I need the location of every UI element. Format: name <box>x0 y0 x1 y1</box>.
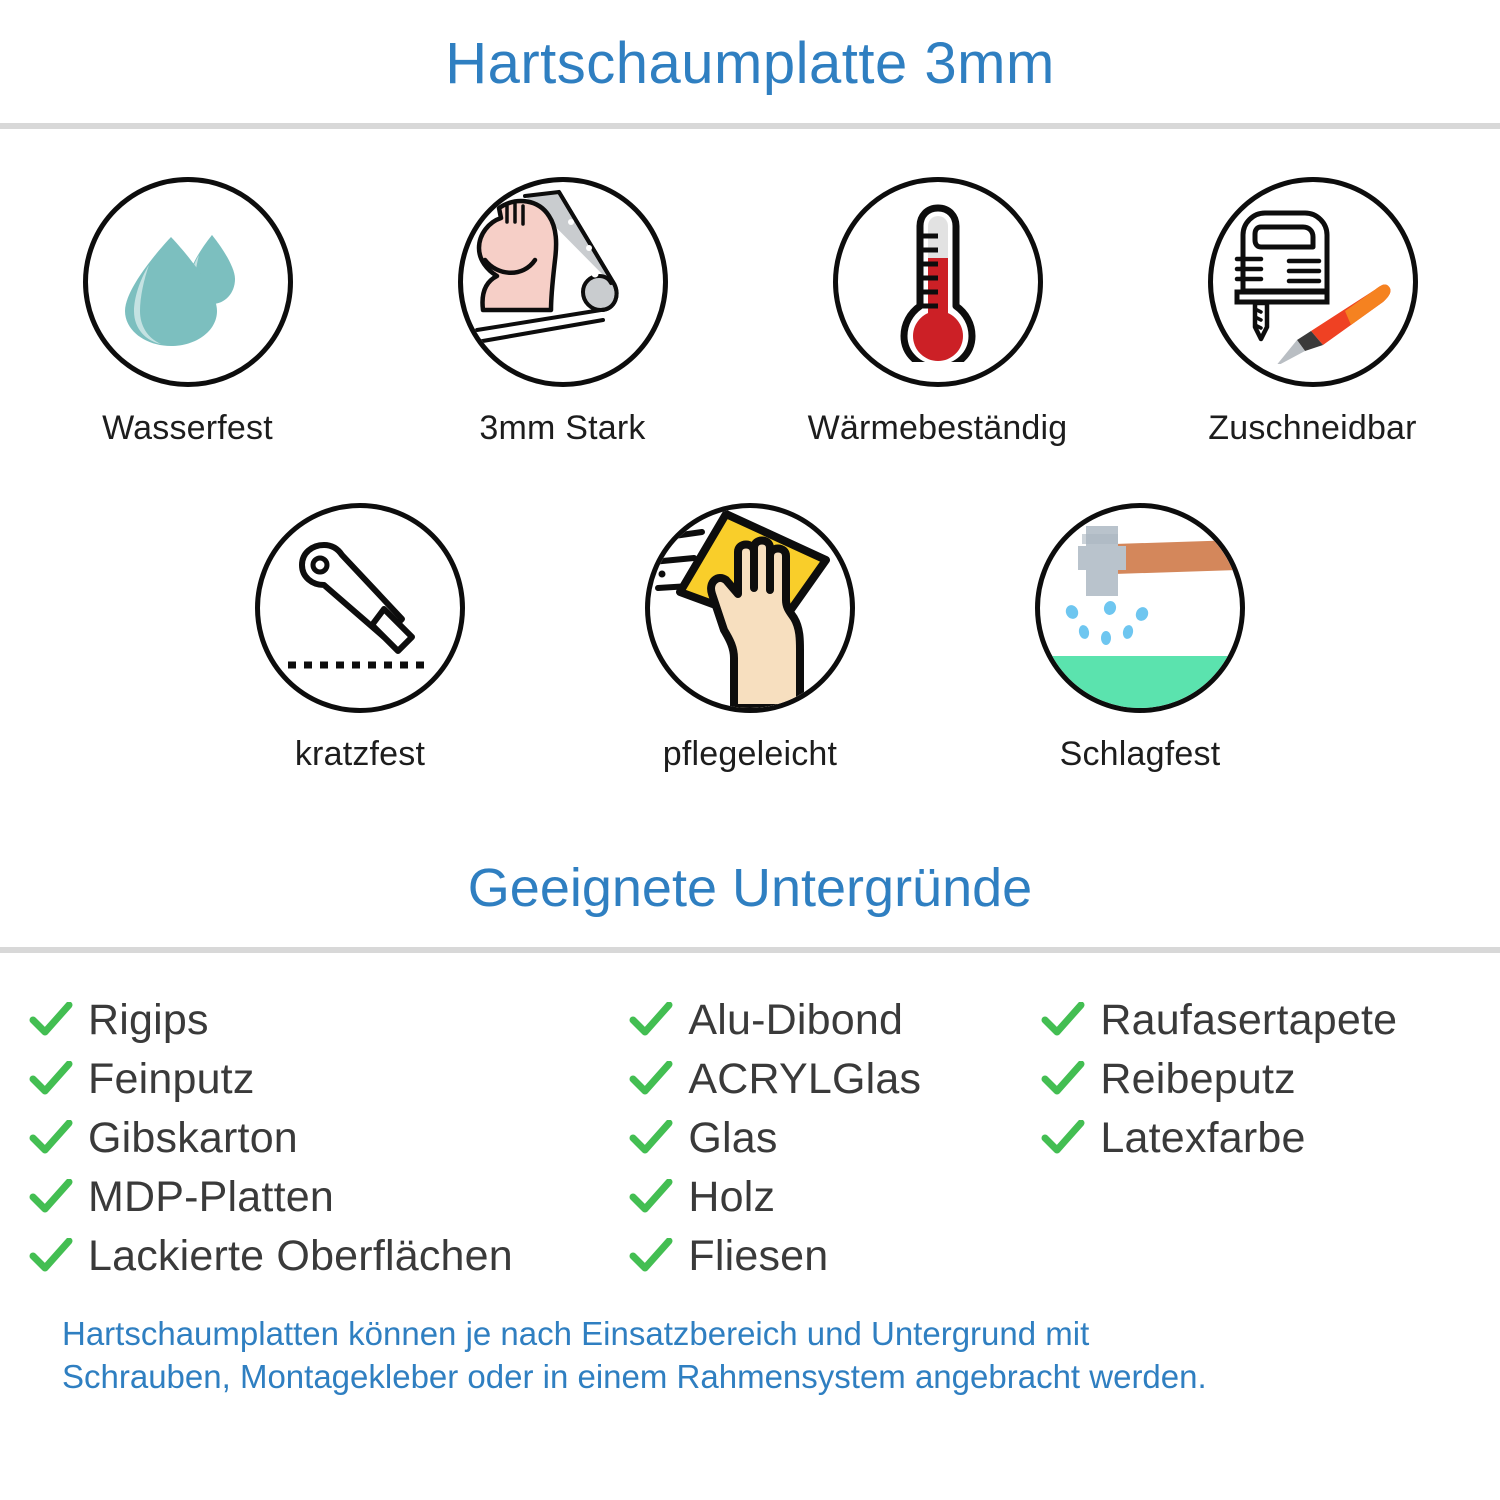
feature-icon-circle <box>645 502 855 713</box>
list-item: Alu-Dibond <box>628 991 1040 1050</box>
check-icon <box>28 1118 74 1158</box>
list-item-label: Lackierte Oberflächen <box>88 1231 513 1280</box>
thermometer-icon <box>895 202 981 362</box>
feature-icon-circle <box>832 176 1043 387</box>
hammer-impact-icon <box>1040 508 1240 708</box>
list-item-label: Glas <box>688 1113 778 1162</box>
check-icon <box>28 1059 74 1099</box>
check-icon <box>628 1059 674 1099</box>
list-item-label: Raufasertapete <box>1100 995 1398 1044</box>
list-item-label: Reibeputz <box>1100 1054 1296 1103</box>
substrates-header: Geeignete Untergründe <box>0 860 1500 917</box>
footer-line-1: Hartschaumplatten können je nach Einsatz… <box>62 1314 1090 1352</box>
list-item: ACRYLGlas <box>628 1050 1040 1109</box>
feature-icon-circle <box>82 176 293 387</box>
check-icon <box>628 1177 674 1217</box>
features-row-1: Wasserfest <box>0 176 1500 448</box>
feature-icon-circle <box>255 502 465 713</box>
header: Hartschaumplatte 3mm <box>0 0 1500 95</box>
list-item-label: Alu-Dibond <box>688 995 904 1044</box>
check-icon <box>1040 1059 1086 1099</box>
list-item-label: Latexfarbe <box>1100 1113 1306 1162</box>
feature-icon-circle <box>1207 176 1418 387</box>
list-item-label: Rigips <box>88 995 209 1044</box>
footer-note: Hartschaumplatten können je nach Einsatz… <box>0 1286 1500 1399</box>
feature-waermebestaendig: Wärmebeständig <box>750 176 1125 448</box>
check-icon <box>28 1000 74 1040</box>
check-icon <box>1040 1118 1086 1158</box>
check-icon <box>628 1118 674 1158</box>
feature-pflegeleicht: pflegeleicht <box>555 502 945 774</box>
water-drops-icon <box>113 207 263 357</box>
substrate-column-2: Alu-Dibond ACRYLGlas Glas Holz Fliesen <box>628 991 1040 1286</box>
feature-icon-circle <box>457 176 668 387</box>
list-item: MDP-Platten <box>28 1168 628 1227</box>
check-icon <box>628 1000 674 1040</box>
substrate-column-3: Raufasertapete Reibeputz Latexfarbe <box>1040 991 1472 1168</box>
feature-label: 3mm Stark <box>479 408 646 447</box>
feature-label: Zuschneidbar <box>1208 408 1417 447</box>
list-item-label: MDP-Platten <box>88 1172 334 1221</box>
list-item: Gibskarton <box>28 1109 628 1168</box>
feature-label: Wärmebeständig <box>807 408 1068 447</box>
features-section: Wasserfest <box>0 176 1500 774</box>
feature-wasserfest: Wasserfest <box>0 176 375 448</box>
check-icon <box>28 1177 74 1217</box>
substrates-title: Geeignete Untergründe <box>467 857 1033 918</box>
feature-kratzfest: kratzfest <box>165 502 555 774</box>
list-item-label: Fliesen <box>688 1231 829 1280</box>
list-item: Fliesen <box>628 1227 1040 1286</box>
check-icon <box>1040 1000 1086 1040</box>
list-item: Holz <box>628 1168 1040 1227</box>
feature-schlagfest: Schlagfest <box>945 502 1335 774</box>
list-item: Reibeputz <box>1040 1050 1472 1109</box>
list-item-label: Holz <box>688 1172 776 1221</box>
feature-label: kratzfest <box>294 734 426 773</box>
list-item-label: Gibskarton <box>88 1113 298 1162</box>
check-icon <box>28 1236 74 1276</box>
check-icon <box>628 1236 674 1276</box>
page-title: Hartschaumplatte 3mm <box>445 31 1055 96</box>
list-item: Glas <box>628 1109 1040 1168</box>
footer-line-2: Schrauben, Montagekleber oder in einem R… <box>62 1358 1207 1396</box>
feature-label: pflegeleicht <box>662 734 838 773</box>
box-cutter-icon <box>280 533 440 683</box>
list-item: Raufasertapete <box>1040 991 1472 1050</box>
list-item-label: ACRYLGlas <box>688 1054 922 1103</box>
substrate-column-1: Rigips Feinputz Gibskarton MDP-Platten L… <box>28 991 628 1286</box>
hand-cloth-icon <box>650 508 850 708</box>
jigsaw-cutter-icon <box>1227 199 1399 365</box>
divider-mid <box>0 946 1500 953</box>
list-item-label: Feinputz <box>88 1054 255 1103</box>
substrates-checklist: Rigips Feinputz Gibskarton MDP-Platten L… <box>0 953 1500 1286</box>
list-item: Latexfarbe <box>1040 1109 1472 1168</box>
list-item: Lackierte Oberflächen <box>28 1227 628 1286</box>
flexed-bicep-icon <box>463 182 663 382</box>
features-row-2: kratzfest <box>0 502 1500 774</box>
list-item: Feinputz <box>28 1050 628 1109</box>
feature-icon-circle <box>1035 502 1245 713</box>
feature-zuschneidbar: Zuschneidbar <box>1125 176 1500 448</box>
feature-label: Wasserfest <box>102 408 273 447</box>
feature-3mm-stark: 3mm Stark <box>375 176 750 448</box>
divider-top <box>0 122 1500 129</box>
feature-label: Schlagfest <box>1059 734 1221 773</box>
list-item: Rigips <box>28 991 628 1050</box>
